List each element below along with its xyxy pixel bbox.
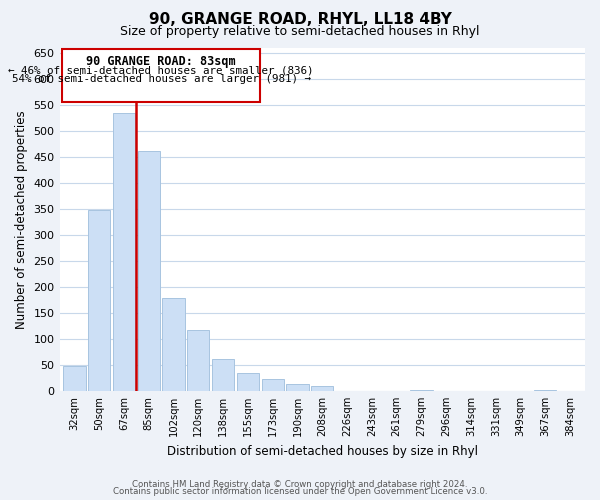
Bar bbox=[262, 380, 284, 391]
Bar bbox=[534, 390, 556, 391]
Bar bbox=[311, 386, 334, 391]
Bar bbox=[212, 358, 234, 391]
Bar bbox=[113, 112, 135, 391]
Bar bbox=[286, 384, 308, 391]
Text: Contains public sector information licensed under the Open Government Licence v3: Contains public sector information licen… bbox=[113, 488, 487, 496]
Bar bbox=[63, 366, 86, 391]
Bar bbox=[137, 150, 160, 391]
Bar bbox=[62, 48, 260, 102]
Y-axis label: Number of semi-detached properties: Number of semi-detached properties bbox=[15, 110, 28, 328]
X-axis label: Distribution of semi-detached houses by size in Rhyl: Distribution of semi-detached houses by … bbox=[167, 444, 478, 458]
Text: 54% of semi-detached houses are larger (981) →: 54% of semi-detached houses are larger (… bbox=[11, 74, 311, 84]
Bar bbox=[163, 298, 185, 391]
Bar bbox=[237, 372, 259, 391]
Bar bbox=[410, 390, 433, 391]
Bar bbox=[88, 210, 110, 391]
Text: ← 46% of semi-detached houses are smaller (836): ← 46% of semi-detached houses are smalle… bbox=[8, 65, 314, 75]
Text: 90 GRANGE ROAD: 83sqm: 90 GRANGE ROAD: 83sqm bbox=[86, 56, 236, 68]
Text: Size of property relative to semi-detached houses in Rhyl: Size of property relative to semi-detach… bbox=[120, 25, 480, 38]
Text: Contains HM Land Registry data © Crown copyright and database right 2024.: Contains HM Land Registry data © Crown c… bbox=[132, 480, 468, 489]
Bar bbox=[187, 330, 209, 391]
Text: 90, GRANGE ROAD, RHYL, LL18 4BY: 90, GRANGE ROAD, RHYL, LL18 4BY bbox=[149, 12, 451, 28]
